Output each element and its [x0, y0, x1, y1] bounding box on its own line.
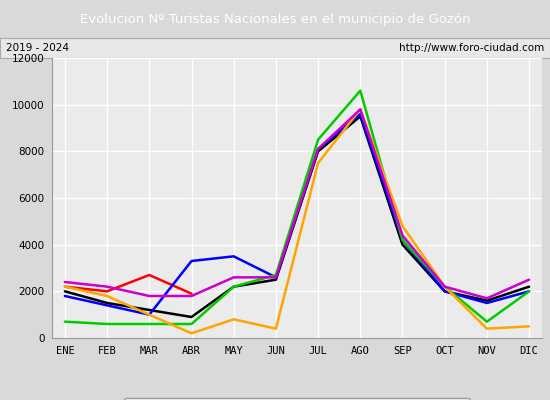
2023 [230, 284, 237, 289]
2020 [146, 312, 152, 317]
2020 [526, 324, 532, 329]
2020 [188, 331, 195, 336]
2024 [104, 289, 111, 294]
2024 [62, 284, 68, 289]
2021 [230, 284, 237, 289]
2021 [526, 289, 532, 294]
2021 [273, 273, 279, 278]
2022 [399, 238, 406, 242]
2022 [483, 301, 490, 306]
2022 [104, 303, 111, 308]
2021 [62, 319, 68, 324]
2020 [315, 161, 321, 166]
2022 [230, 254, 237, 259]
2019 [526, 277, 532, 282]
2021 [357, 88, 364, 93]
2021 [104, 322, 111, 326]
2021 [399, 238, 406, 242]
2022 [62, 294, 68, 298]
Line: 2023: 2023 [65, 116, 529, 317]
2020 [483, 326, 490, 331]
2021 [146, 322, 152, 326]
2022 [146, 312, 152, 317]
2019 [399, 233, 406, 238]
2023 [483, 298, 490, 303]
2022 [442, 289, 448, 294]
Legend: 2024, 2023, 2022, 2021, 2020, 2019: 2024, 2023, 2022, 2021, 2020, 2019 [124, 398, 470, 400]
2021 [315, 137, 321, 142]
2020 [399, 224, 406, 228]
2019 [357, 107, 364, 112]
2023 [442, 289, 448, 294]
2022 [526, 289, 532, 294]
2019 [230, 275, 237, 280]
Text: http://www.foro-ciudad.com: http://www.foro-ciudad.com [399, 43, 544, 53]
Line: 2021: 2021 [65, 91, 529, 324]
2021 [188, 322, 195, 326]
2023 [357, 114, 364, 119]
2021 [483, 319, 490, 324]
2023 [62, 289, 68, 294]
2019 [104, 284, 111, 289]
2023 [188, 314, 195, 319]
2023 [104, 301, 111, 306]
2020 [104, 294, 111, 298]
2023 [146, 308, 152, 312]
2020 [357, 107, 364, 112]
2019 [315, 147, 321, 152]
2020 [442, 284, 448, 289]
2019 [146, 294, 152, 298]
Text: 2019 - 2024: 2019 - 2024 [6, 43, 69, 53]
2023 [526, 284, 532, 289]
Line: 2022: 2022 [65, 114, 529, 315]
2022 [357, 112, 364, 116]
2019 [188, 294, 195, 298]
Text: Evolucion Nº Turistas Nacionales en el municipio de Gozón: Evolucion Nº Turistas Nacionales en el m… [80, 12, 470, 26]
2022 [315, 147, 321, 152]
2019 [62, 280, 68, 284]
2023 [315, 149, 321, 154]
2023 [399, 242, 406, 247]
2020 [62, 284, 68, 289]
2022 [188, 258, 195, 263]
2019 [483, 296, 490, 301]
Line: 2020: 2020 [65, 109, 529, 333]
2022 [273, 275, 279, 280]
2024 [188, 291, 195, 296]
Line: 2024: 2024 [65, 275, 191, 294]
2021 [442, 284, 448, 289]
2020 [273, 326, 279, 331]
2020 [230, 317, 237, 322]
2019 [273, 275, 279, 280]
2024 [146, 273, 152, 278]
Line: 2019: 2019 [65, 109, 529, 298]
2023 [273, 277, 279, 282]
2019 [442, 284, 448, 289]
